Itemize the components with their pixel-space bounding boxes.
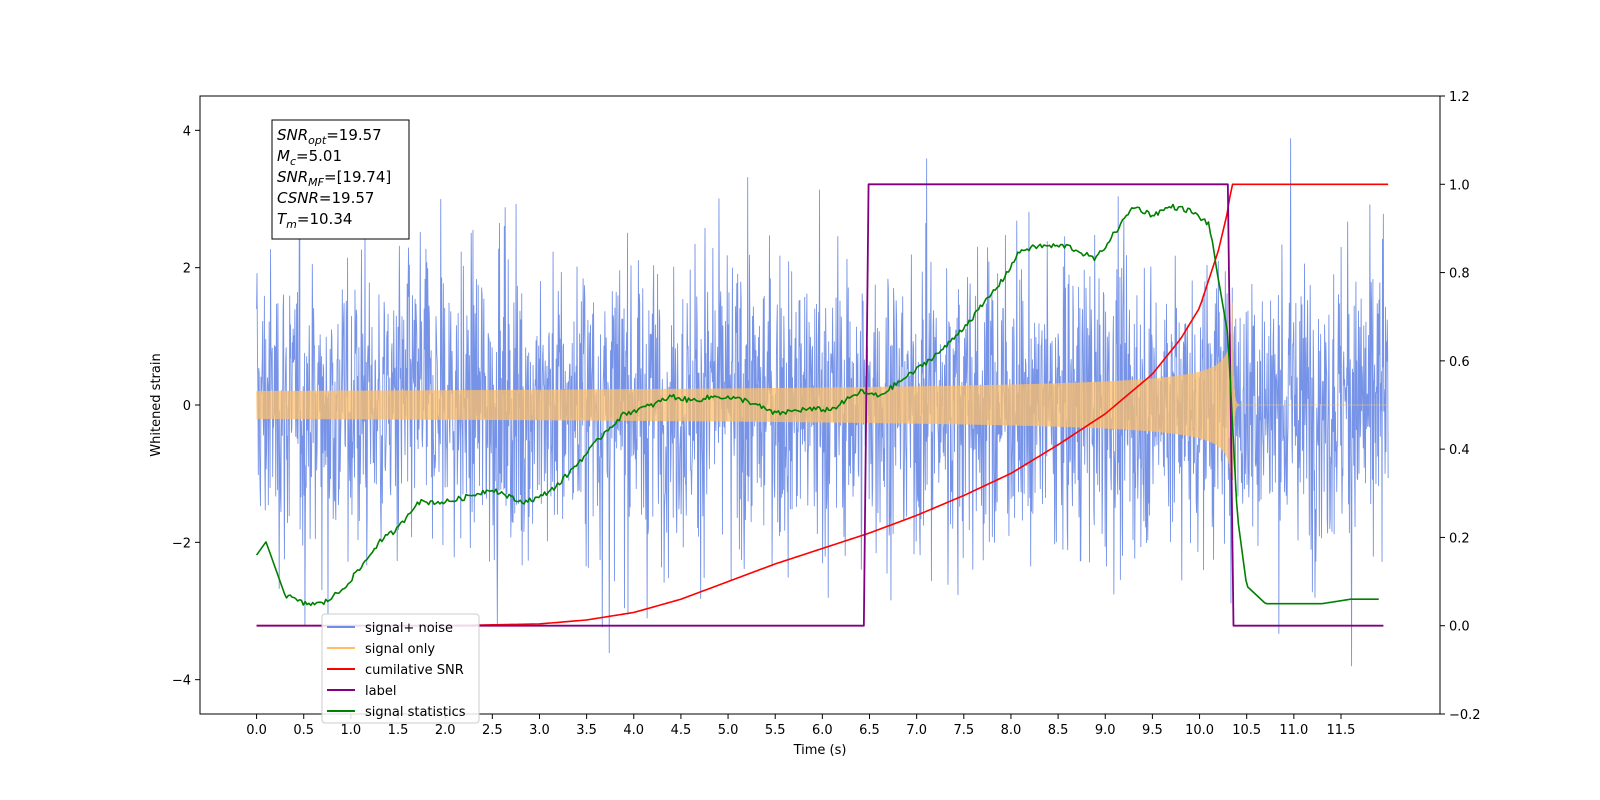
annotation-line: Mc=5.01	[277, 147, 342, 168]
x-tick-label: 11.0	[1279, 723, 1308, 738]
legend-label: signal only	[365, 642, 435, 657]
x-tick-label: 9.5	[1142, 723, 1163, 738]
x-tick-label: 2.5	[482, 723, 503, 738]
y-right-tick-label: 0.6	[1449, 355, 1470, 370]
legend-label: label	[365, 684, 396, 699]
y-right-tick-label: −0.2	[1449, 708, 1481, 723]
y-axis-left: −4 −2 0 2 4	[172, 124, 200, 689]
x-tick-label: 0.5	[293, 723, 314, 738]
x-axis-label: Time (s)	[793, 743, 847, 758]
x-tick-label: 6.5	[859, 723, 880, 738]
y-right-tick-label: 0.0	[1449, 620, 1470, 635]
annotation-line: SNRMF=[19.74]	[277, 168, 391, 189]
x-tick-label: 11.5	[1327, 723, 1356, 738]
x-tick-label: 6.0	[812, 723, 833, 738]
legend-label: signal statistics	[365, 705, 466, 720]
legend-label: signal+ noise	[365, 621, 453, 636]
x-tick-label: 8.5	[1048, 723, 1069, 738]
y-right-tick-label: 1.0	[1449, 178, 1470, 193]
x-axis: 0.0 0.5 1.0 1.5 2.0 2.5 3.0 3.5 4.0 4.5 5.0 5.5 6.0 6…	[246, 714, 1355, 738]
series-signal-statistics	[255, 203, 1379, 607]
x-tick-label: 9.0	[1095, 723, 1116, 738]
x-tick-label: 7.0	[906, 723, 927, 738]
x-tick-label: 8.0	[1001, 723, 1022, 738]
y-axis-label-left: Whitened strain	[149, 353, 164, 456]
y-right-tick-label: 0.4	[1449, 443, 1470, 458]
y-left-tick-label: 2	[183, 262, 191, 277]
x-tick-label: 1.5	[388, 723, 409, 738]
y-left-tick-label: 0	[183, 399, 191, 414]
x-tick-label: 5.0	[718, 723, 739, 738]
x-tick-label: 2.0	[435, 723, 456, 738]
x-tick-label: 7.5	[953, 723, 974, 738]
annotation-line: CSNR=19.57	[277, 189, 374, 207]
x-tick-label: 5.5	[765, 723, 786, 738]
series-signal-noise	[256, 138, 1389, 667]
annotation-line: Tm=10.34	[277, 210, 352, 231]
x-tick-label: 1.0	[341, 723, 362, 738]
annotation-line: SNRopt=19.57	[277, 126, 382, 147]
x-tick-label: 10.0	[1185, 723, 1214, 738]
series-signal-only	[256, 302, 1389, 547]
legend: signal+ noise signal only cumilative SNR la…	[321, 613, 480, 724]
legend-frame	[321, 613, 480, 724]
legend-label: cumilative SNR	[365, 663, 464, 678]
x-tick-label: 3.0	[529, 723, 550, 738]
metrics-annotation-box: SNRopt=19.57Mc=5.01SNRMF=[19.74]CSNR=19.…	[271, 119, 410, 240]
y-left-tick-label: −2	[172, 536, 191, 551]
y-left-tick-label: −4	[172, 674, 191, 689]
x-tick-label: 10.5	[1232, 723, 1261, 738]
annotation-frame	[271, 119, 410, 240]
x-tick-label: 0.0	[246, 723, 267, 738]
x-tick-label: 4.5	[671, 723, 692, 738]
series-label	[256, 183, 1384, 627]
x-tick-label: 3.5	[576, 723, 597, 738]
y-axis-right: −0.2 0.0 0.2 0.4 0.6 0.8 1.0 1.2	[1440, 90, 1481, 723]
y-right-tick-label: 1.2	[1449, 90, 1470, 105]
y-right-tick-label: 0.2	[1449, 531, 1470, 546]
y-right-tick-label: 0.8	[1449, 267, 1470, 282]
y-left-tick-label: 4	[183, 124, 191, 139]
x-tick-label: 4.0	[623, 723, 644, 738]
